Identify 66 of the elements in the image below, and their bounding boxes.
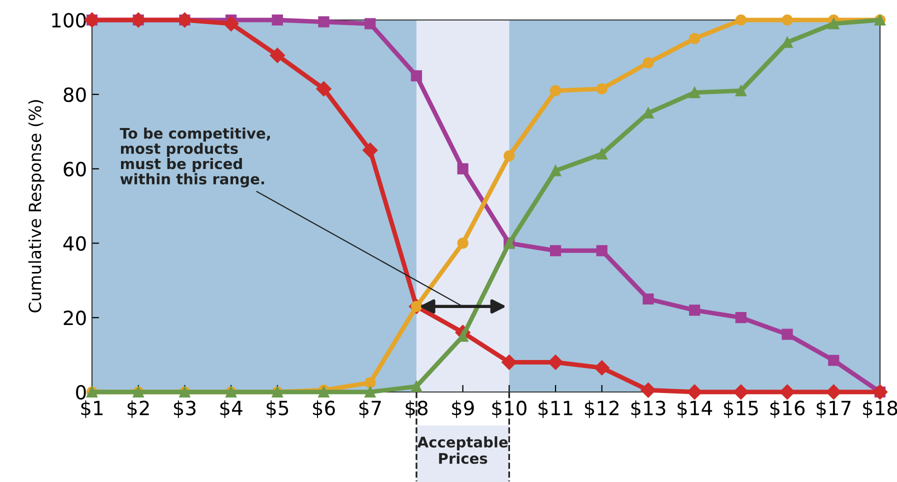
x-tick-label: $12 bbox=[584, 400, 618, 418]
point bbox=[735, 85, 746, 96]
point bbox=[362, 142, 378, 158]
x-tick-label: $16 bbox=[770, 400, 805, 418]
point bbox=[410, 70, 422, 82]
y-tick-label: 0 bbox=[76, 384, 86, 400]
x-tick-label: $18 bbox=[863, 400, 897, 418]
band-label: Acceptable Prices bbox=[417, 436, 508, 464]
point bbox=[550, 85, 562, 96]
point bbox=[780, 384, 795, 400]
x-tick-label: $1 bbox=[81, 400, 103, 418]
point bbox=[457, 238, 468, 249]
point bbox=[640, 382, 656, 398]
x-tick-label: $17 bbox=[816, 400, 851, 418]
point bbox=[735, 312, 746, 324]
point bbox=[318, 16, 330, 28]
point bbox=[594, 360, 610, 376]
point bbox=[733, 384, 749, 400]
x-tick-label: $4 bbox=[220, 400, 242, 418]
point bbox=[828, 354, 840, 366]
point bbox=[502, 354, 517, 370]
x-tick-label: $13 bbox=[631, 400, 666, 418]
point bbox=[550, 165, 562, 176]
x-tick-label: $15 bbox=[724, 400, 758, 418]
point bbox=[735, 14, 746, 26]
x-tick-label: $3 bbox=[174, 400, 196, 418]
point bbox=[457, 163, 468, 174]
x-tick-label: $2 bbox=[128, 400, 149, 418]
point bbox=[687, 384, 702, 400]
point bbox=[364, 377, 376, 388]
point bbox=[689, 86, 700, 98]
point bbox=[316, 81, 332, 96]
point bbox=[410, 380, 422, 392]
point bbox=[270, 48, 285, 63]
point bbox=[596, 245, 608, 256]
point bbox=[596, 83, 608, 94]
y-tick-label: 60 bbox=[64, 162, 86, 176]
point bbox=[642, 57, 654, 68]
y-axis-title: Cumulative Response (%) bbox=[28, 100, 44, 312]
x-tick-label: $6 bbox=[313, 400, 335, 418]
point bbox=[504, 150, 515, 162]
annotation: To be competitive, most products must be priced within this range. bbox=[120, 128, 270, 188]
point bbox=[642, 293, 654, 305]
point bbox=[364, 18, 376, 30]
point bbox=[782, 14, 793, 26]
x-tick-label: $9 bbox=[452, 400, 474, 418]
point bbox=[828, 18, 840, 30]
point bbox=[272, 14, 283, 26]
x-tick-label: $14 bbox=[678, 400, 712, 418]
point bbox=[689, 304, 700, 316]
point bbox=[689, 33, 700, 44]
point bbox=[223, 16, 239, 32]
x-tick-label: $5 bbox=[266, 400, 288, 418]
x-tick-label: $7 bbox=[359, 400, 381, 418]
point bbox=[364, 386, 376, 398]
point bbox=[550, 245, 562, 256]
y-tick-label: 80 bbox=[64, 87, 86, 102]
y-tick-label: 20 bbox=[64, 310, 86, 326]
point bbox=[596, 148, 608, 160]
x-tick-label: $8 bbox=[406, 400, 428, 418]
x-tick-label: $10 bbox=[492, 400, 526, 418]
point bbox=[826, 384, 842, 400]
x-tick-label: $11 bbox=[538, 400, 572, 418]
y-tick-label: 100 bbox=[52, 12, 86, 28]
point bbox=[782, 328, 793, 340]
y-tick-label: 40 bbox=[63, 236, 86, 251]
